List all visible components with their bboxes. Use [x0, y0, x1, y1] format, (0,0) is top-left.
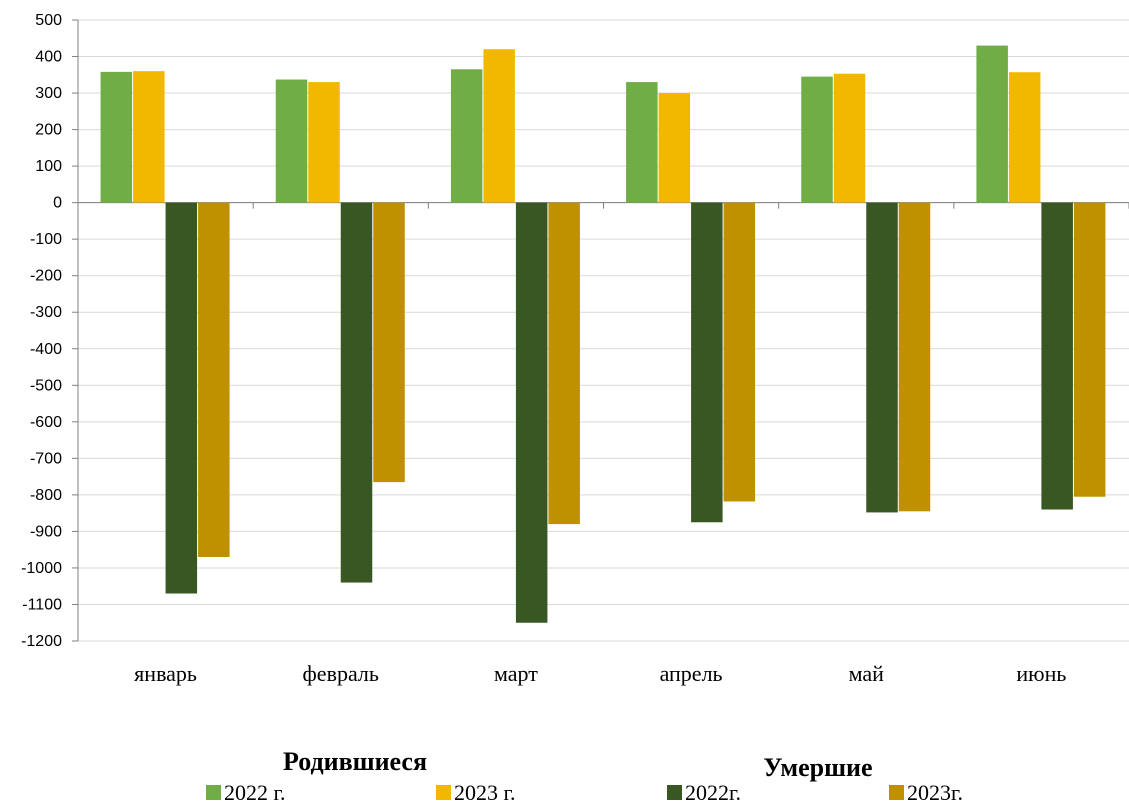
y-tick-label: -100	[30, 231, 62, 248]
bar-births-2023-5	[1008, 72, 1041, 203]
bar-deaths-2022-3	[691, 202, 723, 523]
y-tick-label: -600	[30, 414, 62, 431]
bar-deaths-2023-4	[898, 202, 931, 512]
bar-deaths-2023-5	[1073, 202, 1106, 497]
bar-births-2023-1	[308, 82, 340, 203]
bar-births-2023-0	[133, 71, 165, 203]
x-category-label: март	[494, 661, 538, 686]
bar-deaths-2022-2	[515, 202, 548, 623]
y-tick-label: 500	[35, 12, 62, 29]
x-category-label: июнь	[1016, 661, 1066, 686]
axes	[72, 19, 1129, 642]
y-tick-label: 100	[35, 158, 62, 175]
y-tick-label: -200	[30, 268, 62, 285]
y-tick-label: -500	[30, 377, 62, 394]
bar-deaths-2022-0	[165, 202, 198, 594]
x-category-label: май	[849, 661, 885, 686]
bar-deaths-2022-5	[1041, 202, 1073, 510]
bar-deaths-2023-0	[198, 202, 230, 557]
legend-label: 2023г.	[907, 780, 963, 805]
y-tick-label: -800	[30, 487, 62, 504]
y-tick-label: -700	[30, 450, 62, 467]
legend-group-title-births: Родившиеся	[283, 747, 427, 776]
bar-deaths-2023-3	[723, 202, 756, 502]
bar-deaths-2023-2	[548, 202, 580, 525]
y-tick-label: -400	[30, 341, 62, 358]
bar-births-2022-5	[976, 45, 1008, 203]
bar-births-2022-0	[100, 71, 133, 203]
bar-births-2022-4	[801, 76, 833, 203]
bar-births-2023-2	[483, 49, 515, 203]
bar-deaths-2022-1	[340, 202, 373, 583]
legend: Родившиеся Умершие 2022 г. 2023 г. 2022г. 202…	[206, 747, 963, 805]
y-tick-label: 400	[35, 49, 62, 66]
bars	[100, 45, 1106, 623]
x-category-label: январь	[134, 661, 197, 686]
y-tick-label: 200	[35, 122, 62, 139]
y-tick-label: -1100	[22, 596, 62, 613]
legend-label: 2022г.	[685, 780, 741, 805]
bar-births-2022-2	[450, 69, 483, 203]
bar-deaths-2023-1	[373, 202, 405, 483]
bar-births-2022-1	[275, 79, 308, 203]
bar-births-2022-3	[626, 82, 658, 203]
legend-swatch	[889, 785, 904, 800]
y-tick-label: -300	[30, 304, 62, 321]
legend-swatch	[206, 785, 221, 800]
y-tick-label: 300	[35, 85, 62, 102]
legend-label: 2023 г.	[454, 780, 516, 805]
y-tick-label: -1000	[21, 560, 62, 577]
y-tick-label: 0	[53, 195, 62, 212]
legend-group-title-deaths: Умершие	[763, 753, 872, 782]
y-tick-label: -1200	[21, 633, 62, 650]
bar-deaths-2022-4	[866, 202, 898, 513]
bar-births-2023-4	[833, 73, 866, 203]
bar-births-2023-3	[658, 93, 691, 203]
legend-swatch	[436, 785, 451, 800]
gridlines	[78, 19, 1129, 642]
y-tick-label: -900	[30, 523, 62, 540]
legend-label: 2022 г.	[224, 780, 286, 805]
legend-swatch	[667, 785, 682, 800]
axis-labels: 500 400 300 200 100 0 -100 -200 -300 -400 -500 -600…	[21, 12, 1066, 686]
x-category-label: апрель	[660, 661, 723, 686]
x-category-label: февраль	[303, 661, 379, 686]
